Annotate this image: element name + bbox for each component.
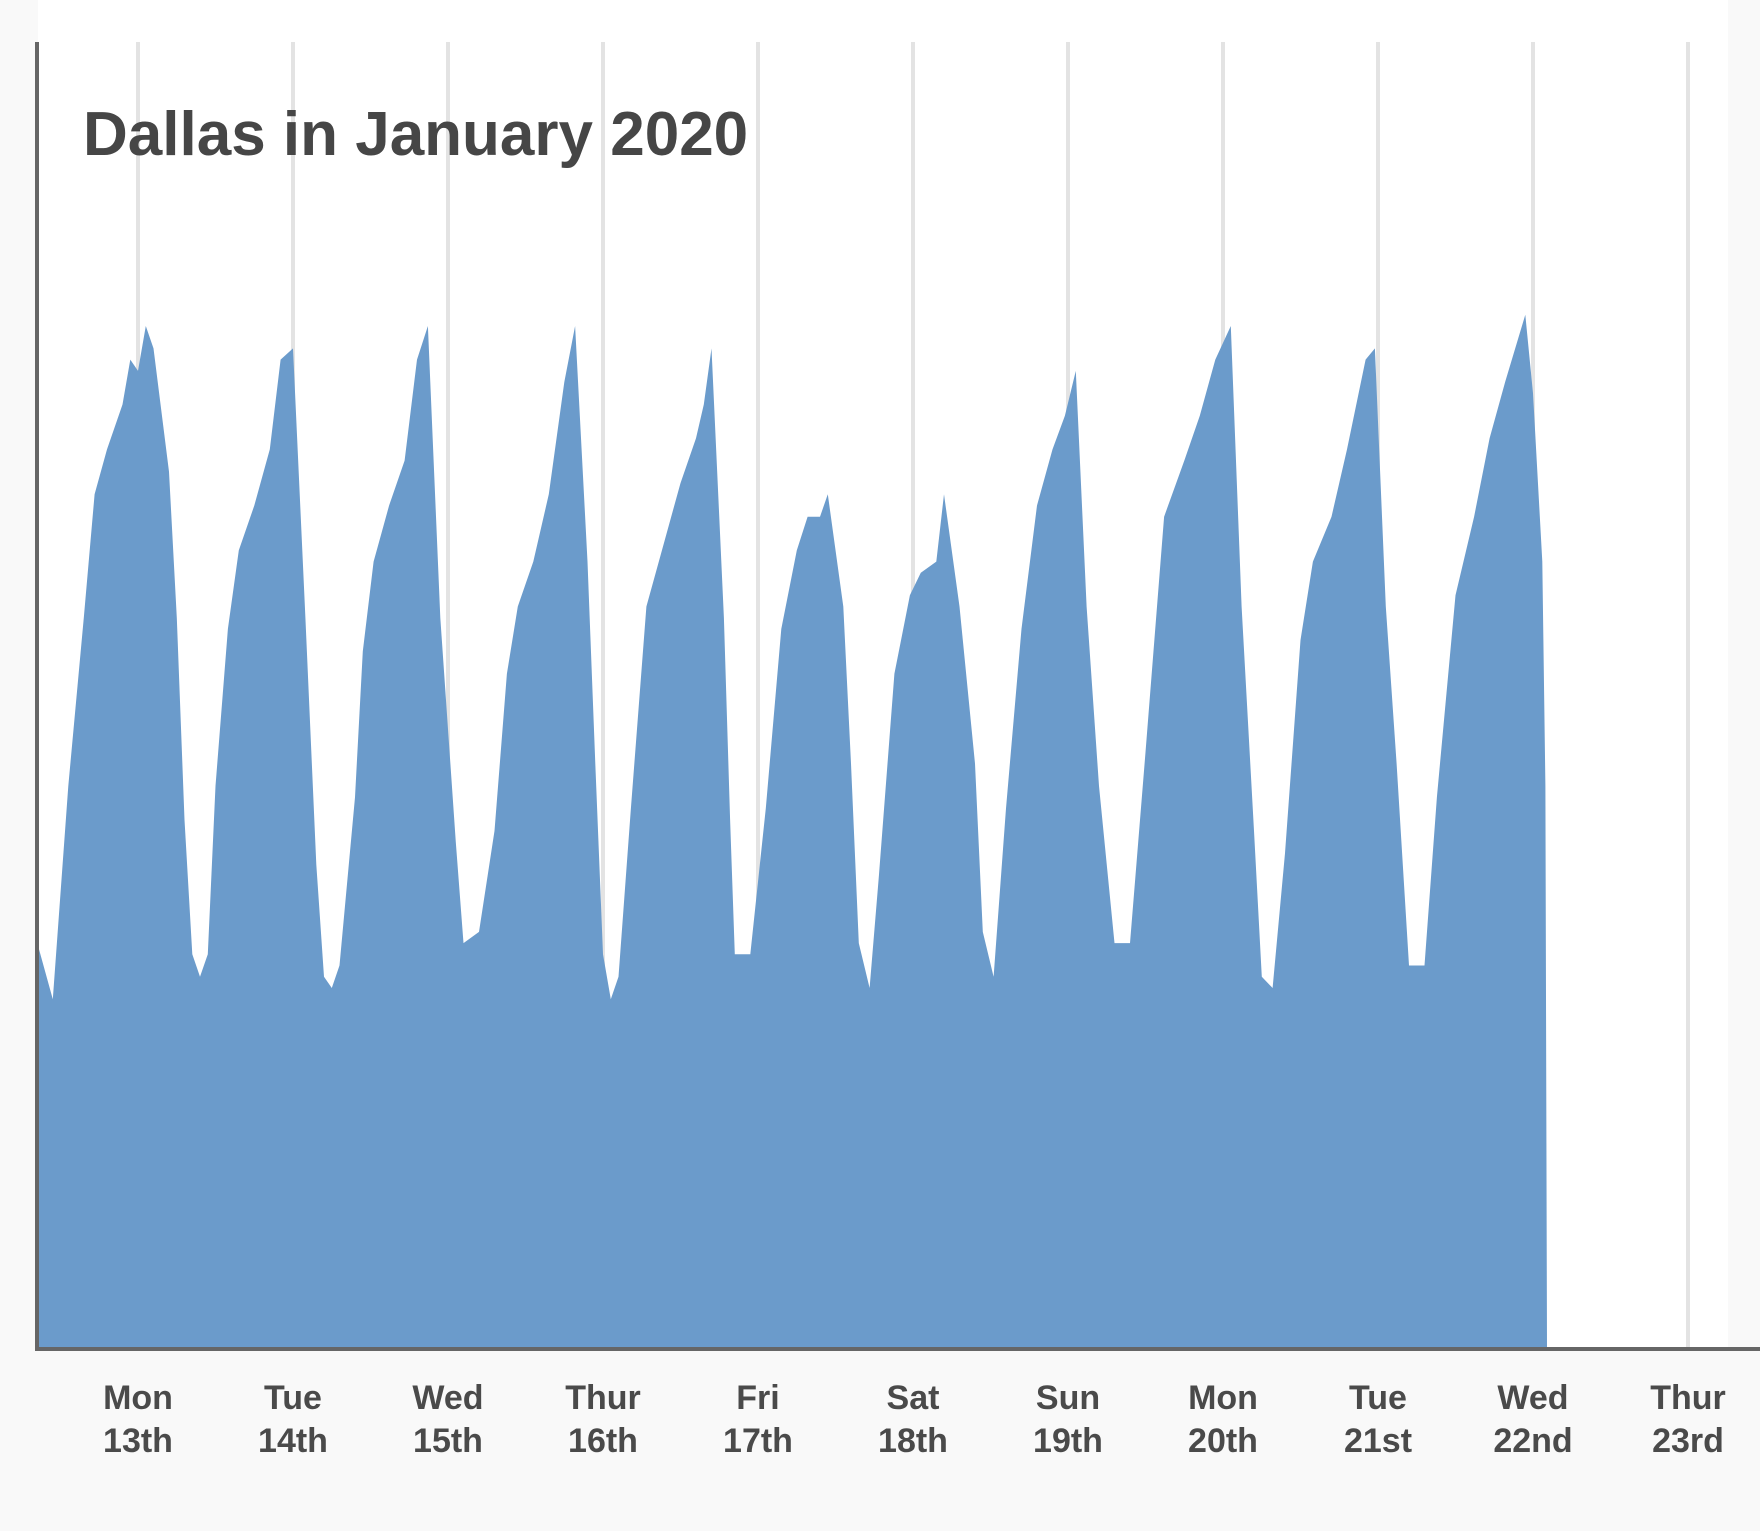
x-tick-date: 20th (1188, 1422, 1258, 1460)
x-tick-day: Sat (887, 1379, 940, 1417)
x-tick-day: Tue (264, 1379, 322, 1417)
x-tick-date: 22nd (1493, 1422, 1572, 1460)
x-tick-day: Tue (1349, 1379, 1407, 1417)
x-tick-day: Fri (736, 1379, 779, 1417)
x-tick-day: Sun (1036, 1379, 1100, 1417)
x-tick-day: Mon (1188, 1379, 1258, 1417)
x-tick-day: Wed (1497, 1379, 1568, 1417)
x-tick-date: 15th (413, 1422, 483, 1460)
x-tick-day: Thur (565, 1379, 641, 1417)
x-tick-day: Thur (1650, 1379, 1726, 1417)
x-tick-date: 17th (723, 1422, 793, 1460)
x-tick-date: 23rd (1652, 1422, 1724, 1460)
chart-title: Dallas in January 2020 (83, 100, 748, 169)
x-tick-date: 13th (103, 1422, 173, 1460)
x-tick-date: 21st (1344, 1422, 1412, 1460)
x-tick-day: Wed (412, 1379, 483, 1417)
x-tick-date: 19th (1033, 1422, 1103, 1460)
x-tick-date: 16th (568, 1422, 638, 1460)
x-tick-date: 14th (258, 1422, 328, 1460)
x-tick-date: 18th (878, 1422, 948, 1460)
temperature-area (37, 314, 1547, 1347)
x-tick-labels: Mon 13th Tue 14th Wed 15th Thur 16th Fri 17th Sat 1… (103, 1379, 1726, 1460)
x-tick-day: Mon (103, 1379, 173, 1417)
